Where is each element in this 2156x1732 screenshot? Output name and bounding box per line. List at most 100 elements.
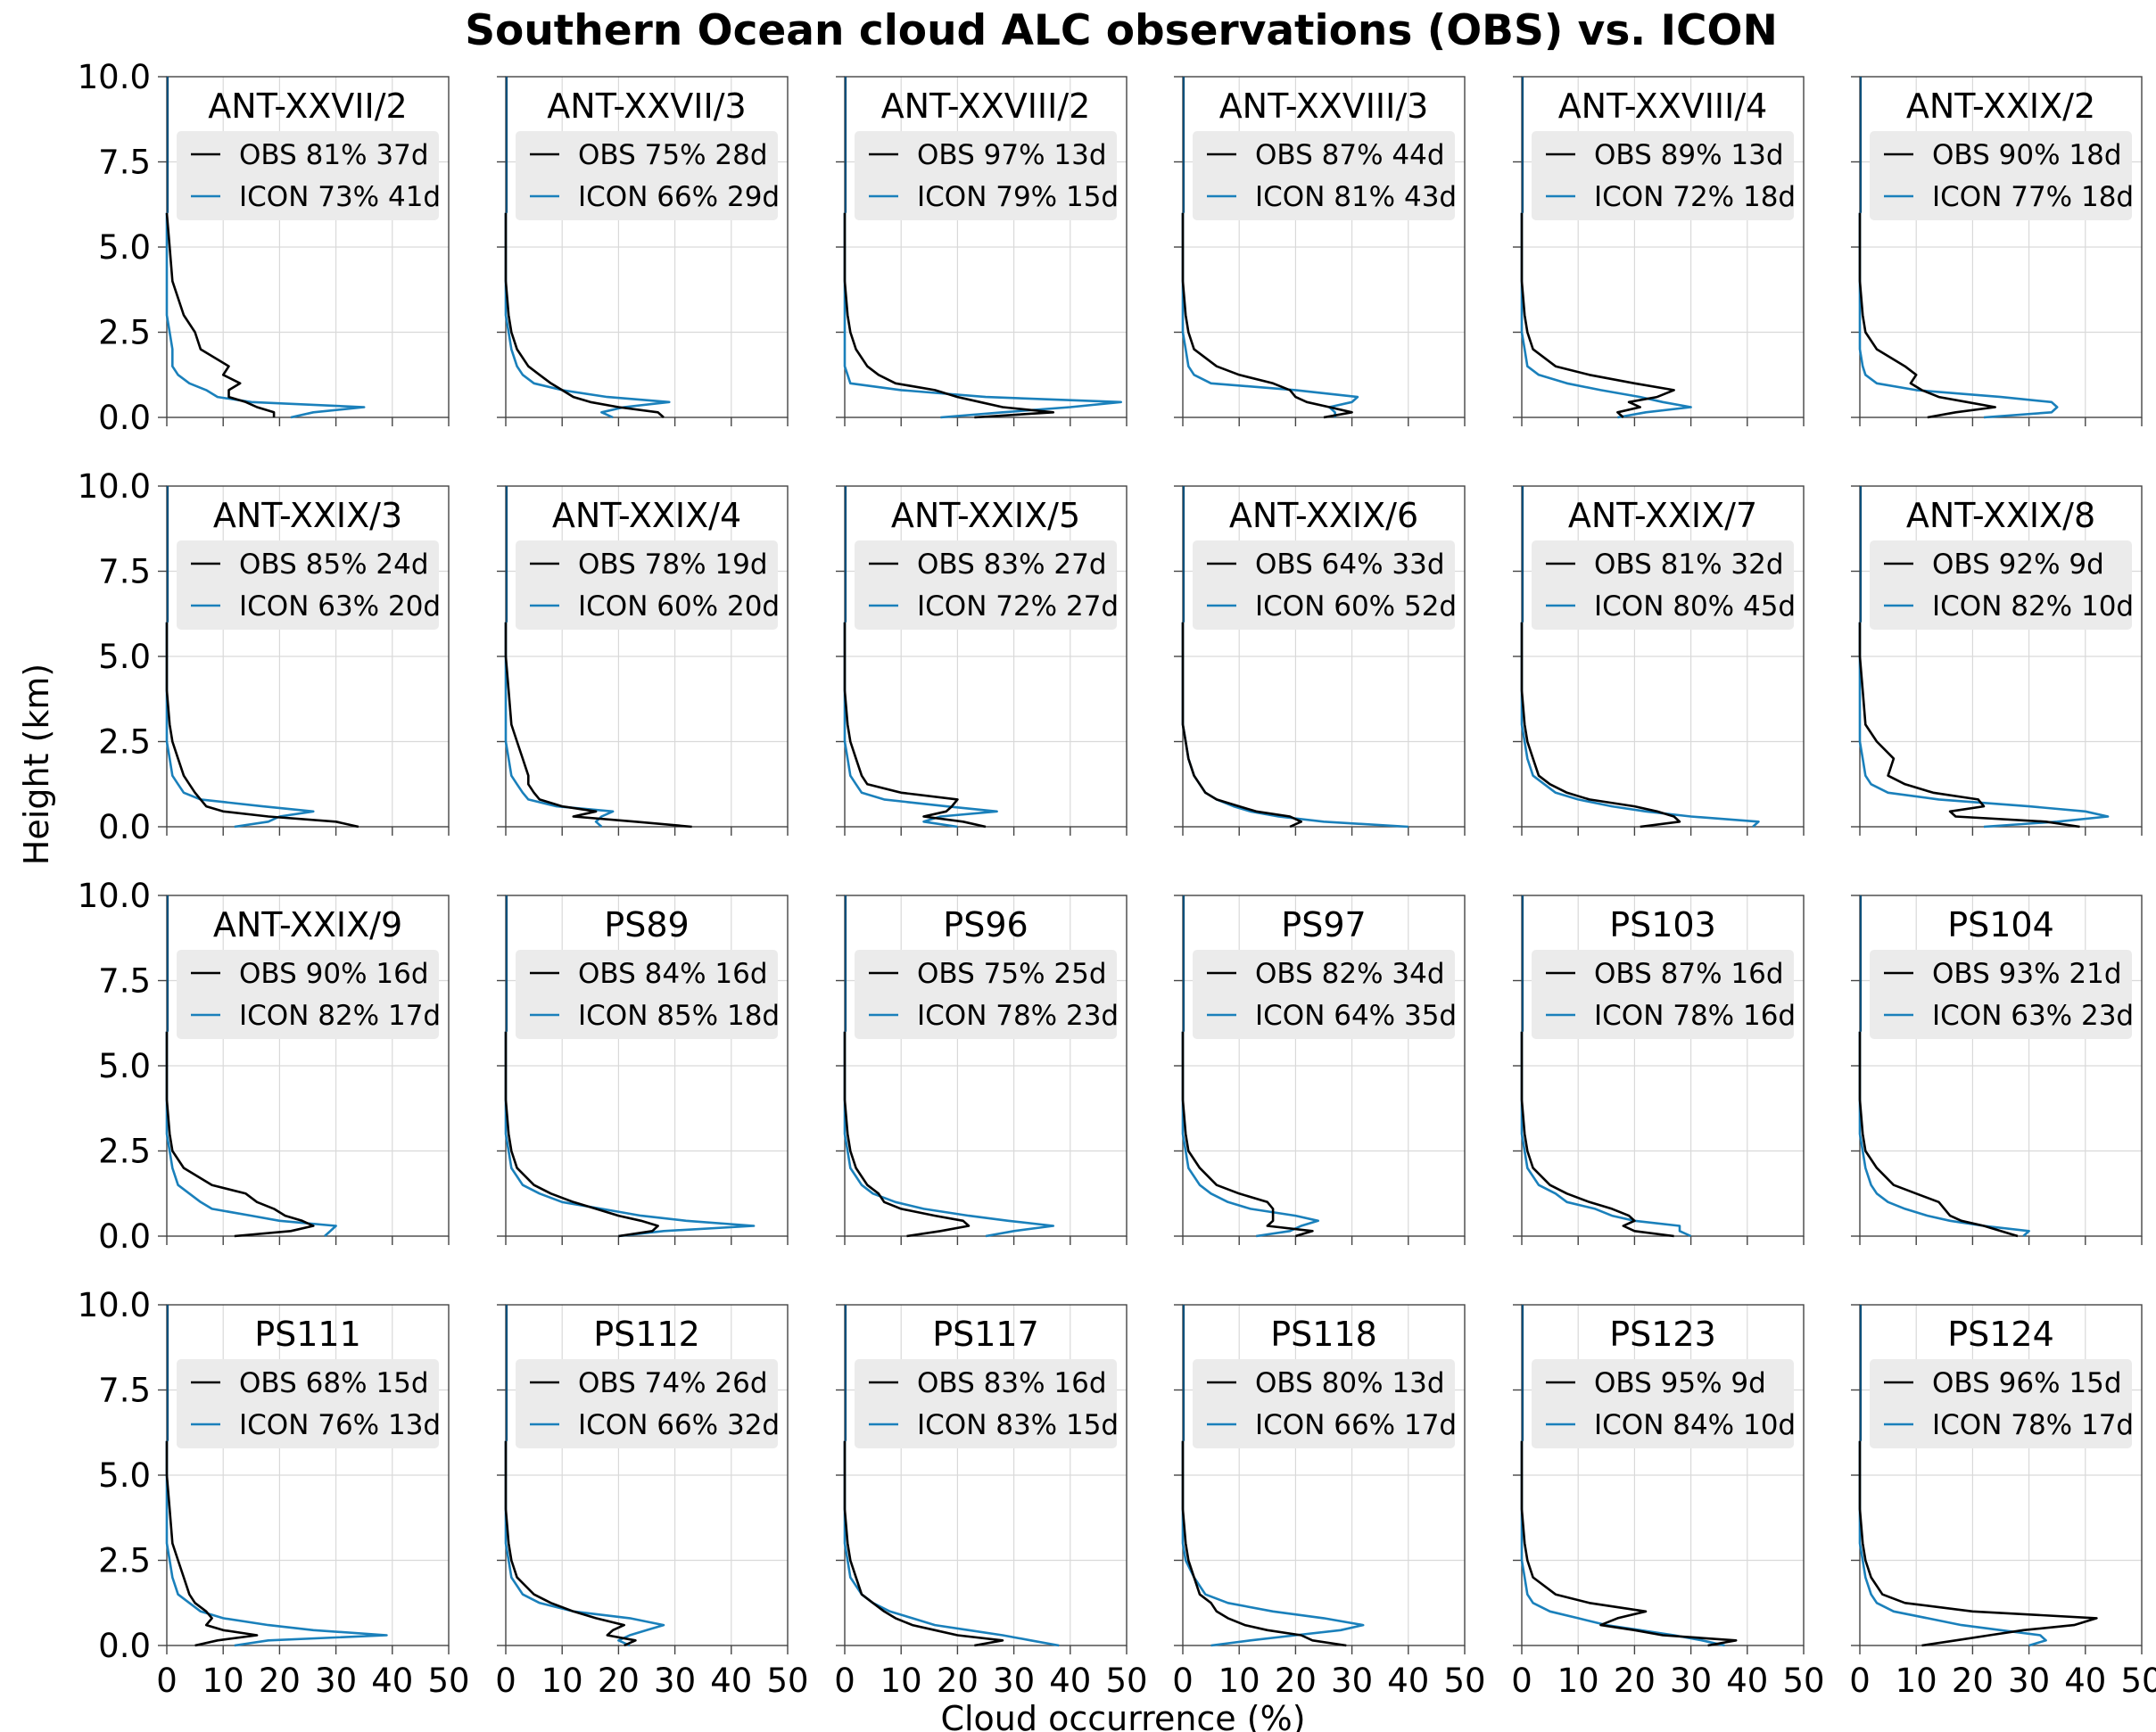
legend-box — [855, 131, 1117, 220]
obs-series-line — [1858, 622, 2080, 829]
panel-title: ANT-XXVII/2 — [208, 87, 407, 126]
obs-series-line — [1858, 1440, 2098, 1647]
x-tick-label: 10 — [541, 1662, 583, 1700]
panel-title: ANT-XXVIII/3 — [1219, 87, 1429, 126]
x-tick-label: 50 — [766, 1662, 808, 1700]
legend-obs-label: OBS 75% 28d — [578, 139, 768, 171]
obs-series-line — [165, 212, 276, 417]
y-tick-label: 7.5 — [98, 144, 151, 182]
legend-box — [1870, 131, 2132, 220]
panel-title: ANT-XXVII/3 — [547, 87, 746, 126]
obs-series-line — [504, 1440, 637, 1647]
x-tick-label: 40 — [371, 1662, 413, 1700]
panels-grid: 0.0 2.5 5.0 7.5 10.0 ANT-XXVII/2 OBS 81% 37d IC… — [78, 58, 2156, 1700]
y-tick-label: 2.5 — [98, 1542, 151, 1580]
panel-title: ANT-XXIX/6 — [1229, 496, 1418, 535]
legend-icon-label: ICON 60% 52d — [1255, 590, 1457, 623]
panel: ANT-XXIX/8 OBS 92% 9d ICON 82% 10d — [1851, 485, 2143, 836]
legend-box — [516, 540, 778, 630]
panel-title: PS112 — [593, 1315, 700, 1354]
panel: 0.0 2.5 5.0 7.5 10.0 ANT-XXIX/3 OBS 85% 24d ICO… — [78, 467, 450, 846]
icon-series-line — [843, 1440, 1060, 1647]
panel-title: PS111 — [254, 1315, 361, 1354]
legend-icon-label: ICON 82% 17d — [239, 1000, 441, 1032]
x-tick-label: 50 — [427, 1662, 469, 1700]
panel: 0 10 20 30 40 50 PS117 OBS 83% 16d ICON 83% 15d — [834, 1304, 1148, 1700]
legend-icon-label: ICON 63% 20d — [239, 590, 441, 623]
icon-series-line — [1858, 1031, 2030, 1237]
x-tick-label: 10 — [880, 1662, 922, 1700]
legend-obs-label: OBS 83% 16d — [917, 1367, 1107, 1399]
legend-box — [855, 1359, 1117, 1448]
panel-title: ANT-XXIX/3 — [213, 496, 402, 535]
obs-series-line — [1858, 212, 1996, 419]
obs-series-line — [1181, 1440, 1347, 1647]
x-tick-label: 0 — [1172, 1662, 1194, 1700]
legend: OBS 93% 21d ICON 63% 23d — [1870, 950, 2134, 1039]
icon-series-line — [1858, 622, 2110, 829]
legend-icon-label: ICON 85% 18d — [578, 1000, 780, 1032]
y-tick-label: 7.5 — [98, 553, 151, 591]
x-tick-label: 40 — [1387, 1662, 1429, 1700]
legend-obs-label: OBS 82% 34d — [1255, 958, 1445, 990]
obs-series-line — [504, 212, 665, 418]
legend-obs-label: OBS 90% 18d — [1932, 139, 2122, 171]
panel: 0.0 2.5 5.0 7.5 10.0 ANT-XXVII/2 OBS 81% 37d IC… — [78, 58, 450, 437]
legend-obs-label: OBS 81% 32d — [1594, 548, 1784, 581]
panel: ANT-XXIX/2 OBS 90% 18d ICON 77% 18d — [1851, 76, 2143, 426]
legend-obs-label: OBS 78% 19d — [578, 548, 768, 581]
legend-box — [177, 1359, 439, 1448]
icon-series-line — [1181, 1440, 1365, 1647]
panel: 0.0 2.5 5.0 7.5 10.0 ANT-XXIX/9 OBS 90% 16d ICO… — [78, 877, 450, 1256]
legend: OBS 87% 44d ICON 81% 43d — [1193, 131, 1457, 220]
icon-series-line — [843, 1031, 1055, 1238]
legend-box — [1532, 1359, 1794, 1448]
panel: PS97 OBS 82% 34d ICON 64% 35d — [1174, 895, 1466, 1245]
legend-box — [1193, 950, 1455, 1039]
legend: OBS 87% 16d ICON 78% 16d — [1532, 950, 1796, 1039]
y-tick-label: 2.5 — [98, 314, 151, 352]
panel: ANT-XXVIII/3 OBS 87% 44d ICON 81% 43d — [1174, 76, 1466, 426]
x-tick-label: 40 — [2064, 1662, 2106, 1700]
y-tick-label: 10.0 — [78, 1286, 151, 1324]
panel: ANT-XXVIII/2 OBS 97% 13d ICON 79% 15d — [836, 76, 1128, 426]
panel: 0 10 20 30 40 50 PS112 OBS 74% 26d ICON 66% 32d — [495, 1304, 809, 1700]
x-tick-label: 10 — [1896, 1662, 1937, 1700]
legend-obs-label: OBS 85% 24d — [239, 548, 429, 581]
legend: OBS 74% 26d ICON 66% 32d — [516, 1359, 780, 1448]
panel-title: ANT-XXVIII/4 — [1558, 87, 1768, 126]
x-tick-label: 20 — [1275, 1662, 1317, 1700]
legend-obs-label: OBS 87% 16d — [1594, 958, 1784, 990]
legend: OBS 90% 18d ICON 77% 18d — [1870, 131, 2134, 220]
panel-title: ANT-XXIX/2 — [1906, 87, 2095, 126]
legend-icon-label: ICON 78% 17d — [1932, 1409, 2134, 1441]
icon-series-line — [1181, 212, 1359, 417]
x-tick-label: 30 — [2008, 1662, 2050, 1700]
x-tick-label: 50 — [2120, 1662, 2156, 1700]
x-tick-label: 50 — [1105, 1662, 1147, 1700]
y-tick-label: 0.0 — [98, 399, 151, 437]
x-tick-label: 0 — [156, 1662, 178, 1700]
y-tick-label: 0.0 — [98, 1627, 151, 1665]
legend: OBS 81% 37d ICON 73% 41d — [177, 131, 441, 220]
x-tick-label: 10 — [202, 1662, 244, 1700]
icon-series-line — [504, 212, 671, 419]
legend-obs-label: OBS 89% 13d — [1594, 139, 1784, 171]
icon-series-line — [165, 622, 315, 829]
panel-title: PS123 — [1609, 1315, 1716, 1354]
icon-series-line — [1520, 1440, 1725, 1647]
x-tick-label: 30 — [315, 1662, 357, 1700]
legend: OBS 64% 33d ICON 60% 52d — [1193, 540, 1457, 630]
x-tick-label: 20 — [937, 1662, 979, 1700]
y-tick-label: 10.0 — [78, 877, 151, 915]
obs-series-line — [1520, 622, 1681, 829]
legend-icon-label: ICON 73% 41d — [239, 181, 441, 213]
legend-icon-label: ICON 77% 18d — [1932, 181, 2134, 213]
legend: OBS 83% 16d ICON 83% 15d — [855, 1359, 1119, 1448]
panel: 0 10 20 30 40 50 PS118 OBS 80% 13d ICON 66% 17d — [1172, 1304, 1486, 1700]
panel-title: PS124 — [1947, 1315, 2054, 1354]
x-tick-label: 20 — [1614, 1662, 1656, 1700]
legend-icon-label: ICON 78% 16d — [1594, 1000, 1796, 1032]
y-tick-label: 7.5 — [98, 1372, 151, 1410]
legend-icon-label: ICON 72% 27d — [917, 590, 1119, 623]
